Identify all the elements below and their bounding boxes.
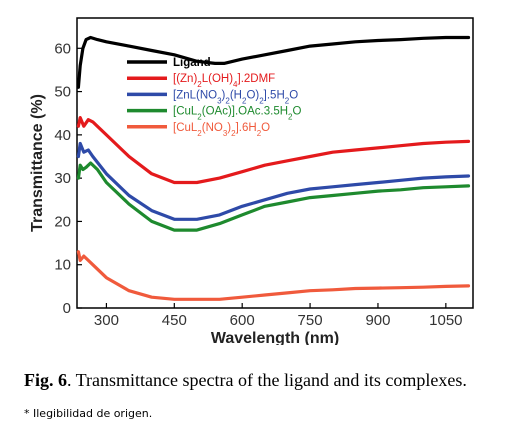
y-tick-label: 10 xyxy=(54,257,71,274)
chart-figure: 0 10 20 30 40 50 60 300 450 600 750 900 1050 Ligand… xyxy=(29,17,474,345)
legend-label-5: [CuL2(NO3)2].6H2O xyxy=(173,122,270,138)
legend: Ligand [(Zn)2L(OH)4].2DMF[ZnL(NO3)2(H2O)2… xyxy=(127,57,301,137)
figure-label: Fig. 6 xyxy=(24,370,67,390)
x-tick-label: 600 xyxy=(230,312,255,329)
legend-label-3: [ZnL(NO3)2(H2O)2].5H2O xyxy=(173,89,298,105)
source-note: * Ilegibilidad de origen. xyxy=(24,407,153,420)
legend-label-4: [CuL2(OAc)].OAc.3.5H2O xyxy=(173,106,301,122)
legend-label-2: [(Zn)2L(OH)4].2DMF xyxy=(173,73,275,89)
series-line-2 xyxy=(76,115,471,185)
legend-label-1: Ligand xyxy=(173,57,211,69)
y-tick-label: 30 xyxy=(54,170,71,187)
y-tick-label: 40 xyxy=(54,127,71,144)
y-tick-label: 60 xyxy=(54,40,71,57)
series-line-4 xyxy=(76,161,471,232)
x-tick-label: 1050 xyxy=(429,312,462,329)
x-tick-label: 450 xyxy=(162,312,187,329)
y-tick-label: 0 xyxy=(63,300,71,317)
x-axis-ticks: 300 450 600 750 900 1050 xyxy=(94,303,463,329)
y-tick-label: 20 xyxy=(54,213,71,230)
x-tick-label: 750 xyxy=(298,312,323,329)
series-line-3 xyxy=(76,141,471,221)
x-tick-label: 300 xyxy=(94,312,119,329)
series-line-5 xyxy=(76,250,471,301)
plot-frame xyxy=(76,17,474,309)
series-lines xyxy=(76,35,471,301)
y-tick-label: 50 xyxy=(54,84,71,101)
series-line-1 xyxy=(76,35,471,89)
x-tick-label: 900 xyxy=(365,312,390,329)
chart: 0 10 20 30 40 50 60 300 450 600 750 900 1050 Ligand… xyxy=(29,17,474,345)
caption-text: . Transmittance spectra of the ligand an… xyxy=(67,370,467,390)
x-axis-title: Wavelength (nm) xyxy=(211,330,339,345)
y-axis-ticks: 0 10 20 30 40 50 60 xyxy=(54,40,82,317)
figure-caption: Fig. 6. Transmittance spectra of the lig… xyxy=(24,370,504,391)
y-axis-title: Transmittance (%) xyxy=(29,94,46,232)
